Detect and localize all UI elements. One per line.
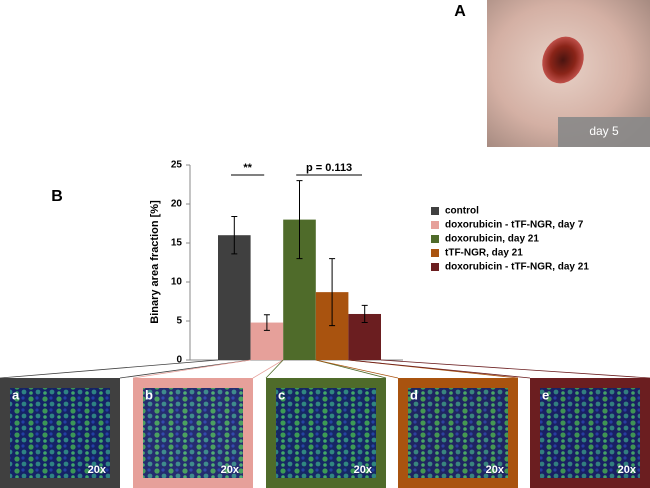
legend-swatch [431, 221, 439, 229]
legend-label: control [445, 206, 479, 217]
legend-label: tTF-NGR, day 21 [445, 248, 523, 259]
micrograph [143, 388, 243, 478]
wound [542, 36, 584, 84]
micrograph [276, 388, 376, 478]
y-tick-label: 15 [171, 238, 183, 249]
caption-box [558, 117, 650, 147]
magnification: 20x [221, 464, 240, 476]
legend-label: doxorubicin - tTF-NGR, day 21 [445, 262, 589, 273]
significance-label: ** [243, 162, 252, 174]
connector [0, 359, 251, 379]
micrograph [540, 388, 640, 478]
error-bar [361, 304, 368, 324]
error-bar [231, 215, 238, 255]
bar [218, 235, 251, 360]
magnification: 20x [618, 464, 637, 476]
magnification: 20x [486, 464, 505, 476]
error-bar [296, 180, 303, 260]
connector [265, 359, 387, 379]
magnification: 20x [354, 464, 373, 476]
panel-label: A [454, 3, 466, 20]
magnification: 20x [88, 464, 107, 476]
y-tick-label: 10 [171, 277, 183, 288]
y-tick-label: 5 [176, 316, 182, 327]
panel-label: B [51, 188, 63, 205]
legend-swatch [431, 249, 439, 257]
error-bar [329, 258, 336, 327]
micrograph-label: b [145, 387, 153, 402]
micrograph [408, 388, 508, 478]
connector [132, 359, 284, 379]
micrograph [10, 388, 110, 478]
y-tick-label: 0 [176, 355, 182, 366]
error-bar [263, 314, 270, 331]
photo-a: day 5 [487, 0, 650, 147]
micrograph-label: c [278, 387, 285, 402]
legend-label: doxorubicin - tTF-NGR, day 7 [445, 220, 584, 231]
legend-label: doxorubicin, day 21 [445, 234, 539, 245]
connector [348, 359, 650, 379]
y-tick-label: 25 [171, 160, 183, 171]
significance-label: p = 0.113 [306, 162, 352, 174]
legend-swatch [431, 263, 439, 271]
photo-caption: day 5 [589, 124, 619, 138]
y-axis-label: Binary area fraction [%] [149, 200, 161, 324]
legend-swatch [431, 207, 439, 215]
micrograph-label: a [12, 387, 20, 402]
y-tick-label: 20 [171, 199, 183, 210]
micrograph-label: d [410, 387, 418, 402]
legend-swatch [431, 235, 439, 243]
micrograph-label: e [542, 387, 549, 402]
